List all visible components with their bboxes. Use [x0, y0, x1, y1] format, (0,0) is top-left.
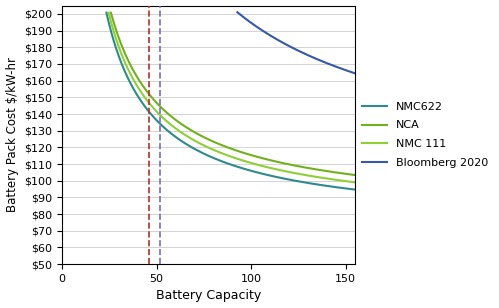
NCA — [352, 173, 358, 177]
NMC 111 — [322, 176, 328, 180]
NMC 111 — [149, 105, 155, 109]
Y-axis label: Battery Pack Cost $/kW-hr: Battery Pack Cost $/kW-hr — [5, 57, 18, 212]
Line: NMC 111: NMC 111 — [109, 13, 355, 182]
Bloomberg 2020 — [242, 16, 248, 20]
Legend: NMC622, NCA, NMC 111, Bloomberg 2020: NMC622, NCA, NMC 111, Bloomberg 2020 — [358, 97, 493, 173]
Bloomberg 2020 — [324, 61, 330, 65]
NCA — [290, 164, 296, 167]
Bloomberg 2020 — [262, 30, 268, 34]
NMC622 — [198, 150, 204, 154]
NCA — [274, 160, 280, 164]
NMC 111 — [163, 119, 169, 123]
NMC 111 — [276, 168, 282, 172]
NMC622 — [235, 165, 241, 169]
NMC 111 — [258, 164, 264, 168]
NCA — [108, 11, 114, 14]
NCA — [210, 140, 216, 143]
Bloomberg 2020 — [332, 64, 338, 68]
NCA — [278, 161, 284, 164]
Line: NCA: NCA — [111, 13, 355, 175]
NMC 111 — [153, 108, 159, 112]
NMC622 — [352, 188, 358, 192]
NMC622 — [137, 98, 143, 102]
Bloomberg 2020 — [352, 71, 358, 75]
Line: Bloomberg 2020: Bloomberg 2020 — [238, 12, 355, 73]
NMC622 — [108, 29, 114, 33]
Line: NMC622: NMC622 — [106, 13, 355, 190]
NCA — [316, 168, 322, 172]
NMC 111 — [352, 180, 358, 184]
X-axis label: Battery Capacity: Battery Capacity — [156, 290, 261, 302]
NMC622 — [103, 11, 109, 14]
NMC622 — [293, 179, 299, 183]
Bloomberg 2020 — [235, 10, 241, 14]
Bloomberg 2020 — [291, 47, 297, 51]
Bloomberg 2020 — [280, 41, 286, 45]
NMC622 — [196, 149, 202, 153]
NCA — [341, 172, 347, 176]
NMC 111 — [106, 11, 112, 14]
